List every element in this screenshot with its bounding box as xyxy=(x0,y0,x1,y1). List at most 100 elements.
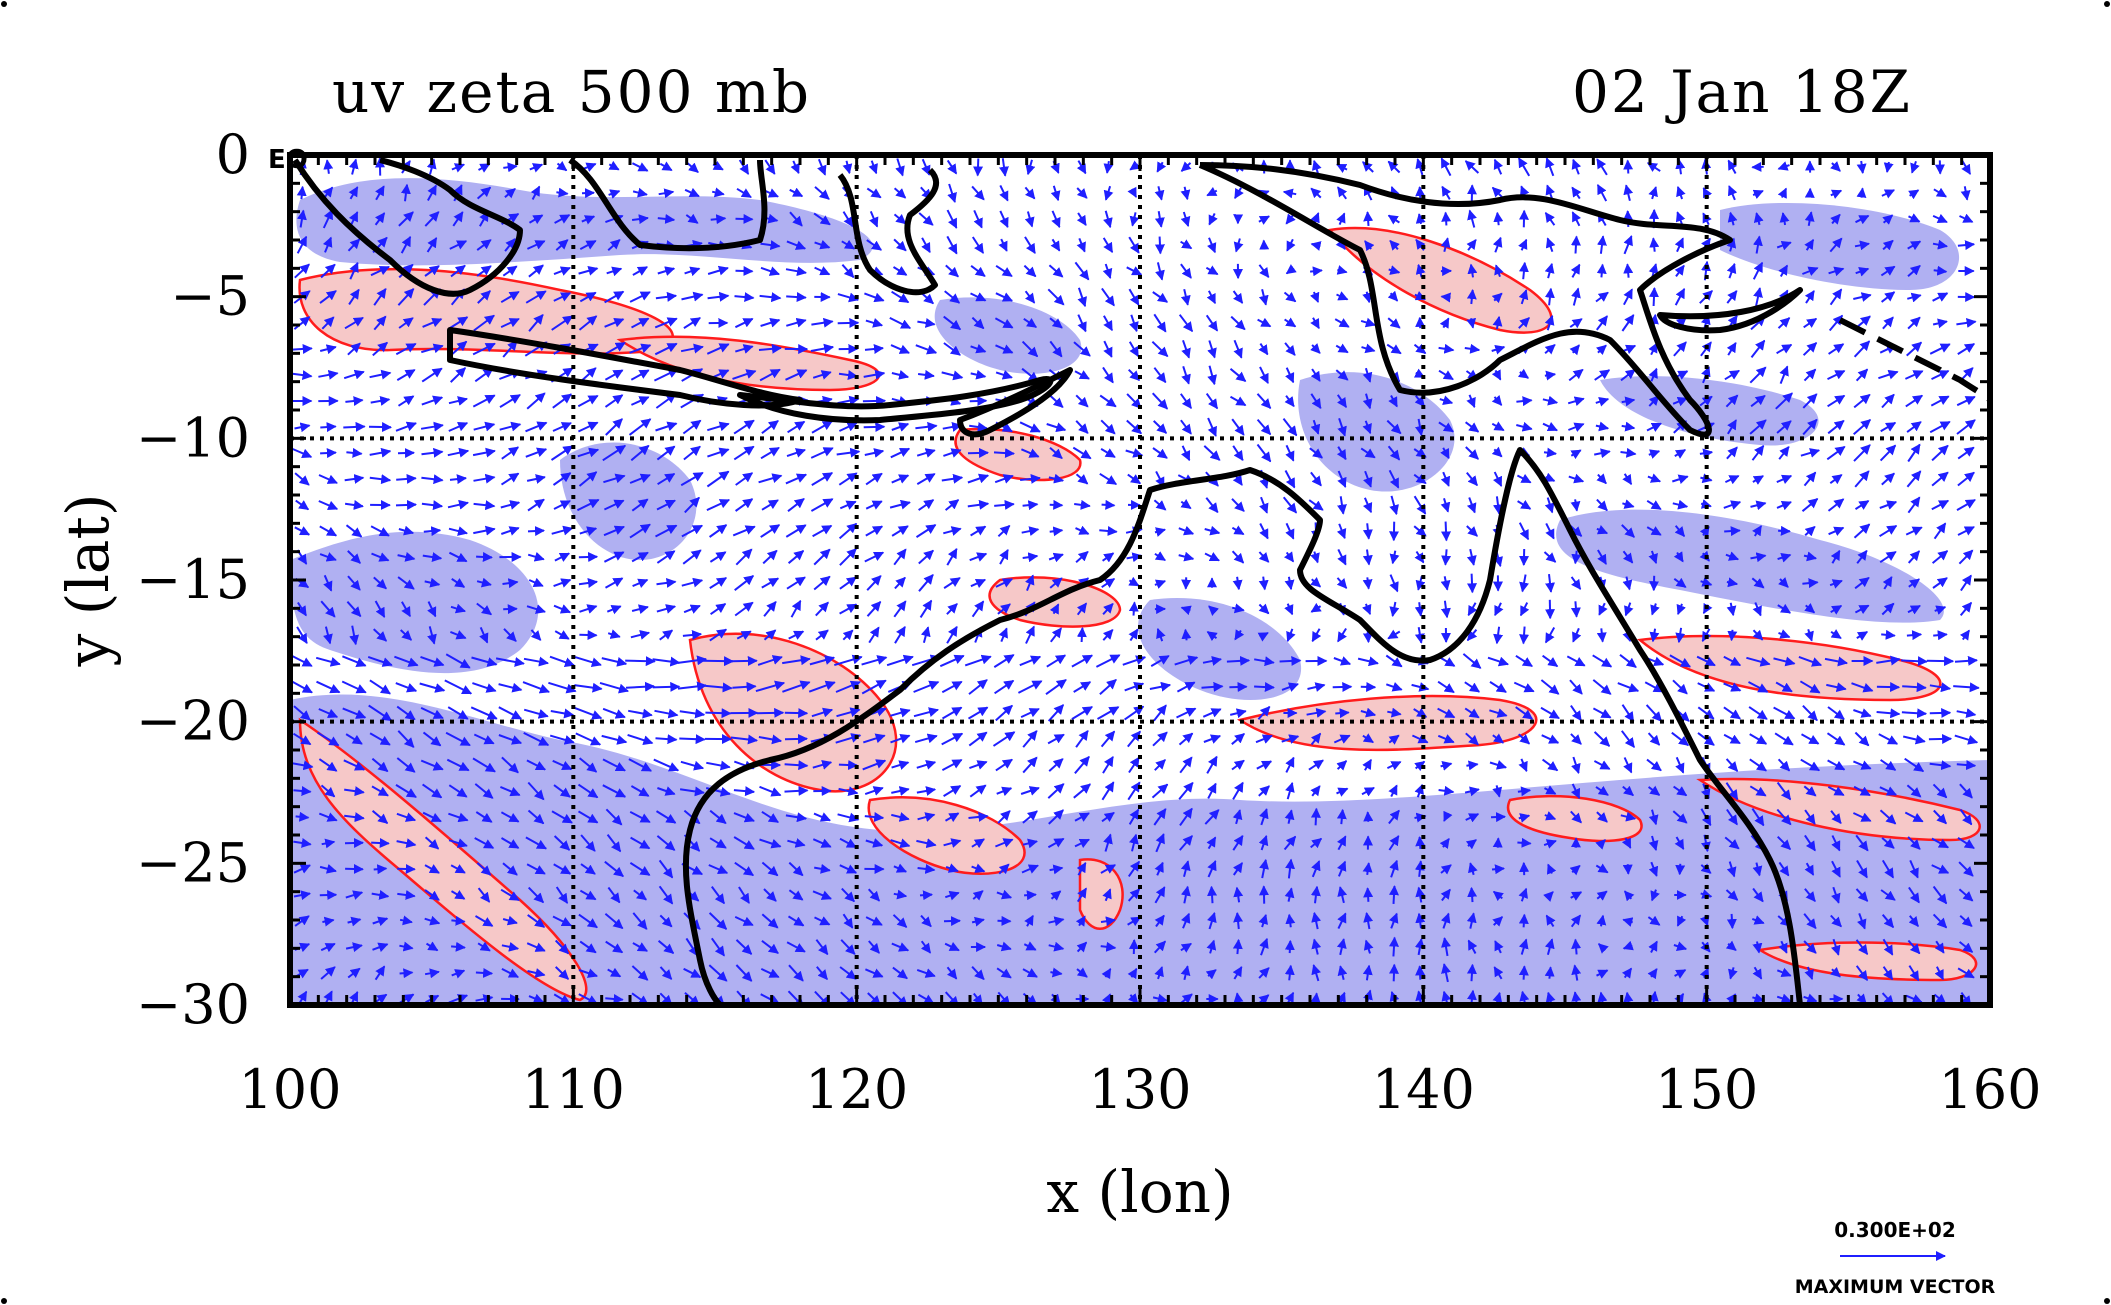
wind-vector xyxy=(1362,161,1374,173)
wind-vector xyxy=(1853,708,1872,718)
wind-vector xyxy=(1881,602,1895,616)
wind-vector xyxy=(1646,422,1662,432)
wind-vector xyxy=(946,548,958,566)
wind-vector xyxy=(812,524,833,538)
wind-vector xyxy=(1179,756,1193,774)
wind-vector xyxy=(1154,186,1165,201)
wind-vector xyxy=(730,734,758,745)
wind-vector xyxy=(944,290,961,304)
wind-vector xyxy=(1181,628,1192,641)
wind-vector xyxy=(602,784,627,798)
wind-vector xyxy=(786,317,807,328)
wind-vector xyxy=(734,575,755,591)
wind-vector xyxy=(1592,654,1613,668)
wind-vector xyxy=(1362,758,1372,771)
wind-vector xyxy=(1258,576,1269,591)
wind-vector xyxy=(1931,471,1949,487)
wind-vector xyxy=(655,810,677,824)
wind-vector xyxy=(472,682,497,693)
wind-vector xyxy=(321,838,336,849)
wind-vector xyxy=(1411,734,1429,744)
wind-vector xyxy=(526,759,546,771)
wind-vector xyxy=(1650,603,1660,616)
wind-vector xyxy=(1181,445,1191,462)
wind-vector xyxy=(1337,470,1347,488)
wind-vector xyxy=(1336,523,1347,540)
wind-vector xyxy=(1387,160,1401,174)
wind-vector xyxy=(319,344,337,355)
wind-vector xyxy=(371,552,390,562)
wind-vector xyxy=(1904,811,1924,823)
wind-vector xyxy=(1569,318,1583,329)
wind-vector xyxy=(604,317,625,328)
wind-vector xyxy=(1072,446,1092,460)
wind-vector xyxy=(999,184,1009,202)
wind-vector xyxy=(552,422,572,432)
wind-vector xyxy=(1644,681,1664,693)
wind-vector xyxy=(1207,782,1217,799)
wind-vector xyxy=(1493,211,1504,226)
wind-vector xyxy=(1932,783,1948,799)
wind-vector xyxy=(1876,708,1901,719)
wind-vector xyxy=(889,317,912,329)
wind-vector xyxy=(1932,239,1948,250)
wind-vector xyxy=(346,601,362,618)
wind-vector xyxy=(319,552,337,562)
wind-vector xyxy=(1102,629,1114,641)
wind-vector xyxy=(1513,681,1535,693)
wind-vector xyxy=(1178,732,1194,746)
wind-vector xyxy=(1928,733,1953,744)
wind-vector xyxy=(599,681,629,694)
wind-vector xyxy=(1232,938,1243,955)
wind-vector xyxy=(577,394,599,408)
wind-vector xyxy=(762,549,778,565)
wind-vector xyxy=(450,264,466,278)
wind-vector xyxy=(448,526,468,536)
wind-vector xyxy=(526,240,546,250)
wind-vector xyxy=(1048,809,1064,825)
wind-vector xyxy=(789,211,803,227)
wind-vector xyxy=(318,500,339,510)
wind-vector xyxy=(607,239,621,251)
wind-vector xyxy=(320,600,336,618)
wind-vector xyxy=(838,370,858,380)
wind-vector xyxy=(1517,368,1530,379)
wind-vector xyxy=(530,185,541,200)
wind-vector xyxy=(1357,656,1379,667)
wind-vector xyxy=(786,448,806,458)
y-tick-label: −20 xyxy=(136,690,250,753)
wind-vector xyxy=(395,784,417,798)
wind-vector xyxy=(1466,289,1477,305)
wind-vector xyxy=(1440,157,1452,177)
wind-vector xyxy=(1491,369,1502,381)
wind-vector xyxy=(1854,240,1870,251)
wind-vector xyxy=(1259,523,1269,540)
wind-vector xyxy=(1621,421,1636,432)
wind-vector xyxy=(395,499,417,510)
wind-vector xyxy=(1570,601,1581,618)
wind-vector xyxy=(706,760,731,771)
wind-vector xyxy=(1464,786,1480,797)
wind-vector xyxy=(839,500,857,510)
wind-vector xyxy=(552,393,573,409)
wind-vector xyxy=(1748,681,1769,693)
wind-vector xyxy=(369,679,391,695)
y-axis-label: y (lat) xyxy=(54,494,122,668)
wind-vector xyxy=(817,158,827,176)
wind-vector xyxy=(1464,707,1480,719)
wind-vector xyxy=(396,369,416,381)
wind-vector xyxy=(1231,498,1245,512)
wind-vector xyxy=(1230,315,1246,331)
wind-vector xyxy=(1596,263,1607,278)
wind-vector xyxy=(1334,318,1350,328)
wind-vector xyxy=(1127,473,1142,485)
wind-vector xyxy=(1778,577,1789,588)
wind-vector xyxy=(553,784,571,798)
wind-vector xyxy=(476,551,493,562)
wind-vector xyxy=(1206,630,1218,642)
wind-vector xyxy=(891,290,910,304)
wind-vector xyxy=(375,185,385,201)
wind-vector xyxy=(630,444,650,462)
wind-vector xyxy=(1073,681,1092,693)
wind-vector xyxy=(1570,235,1581,254)
